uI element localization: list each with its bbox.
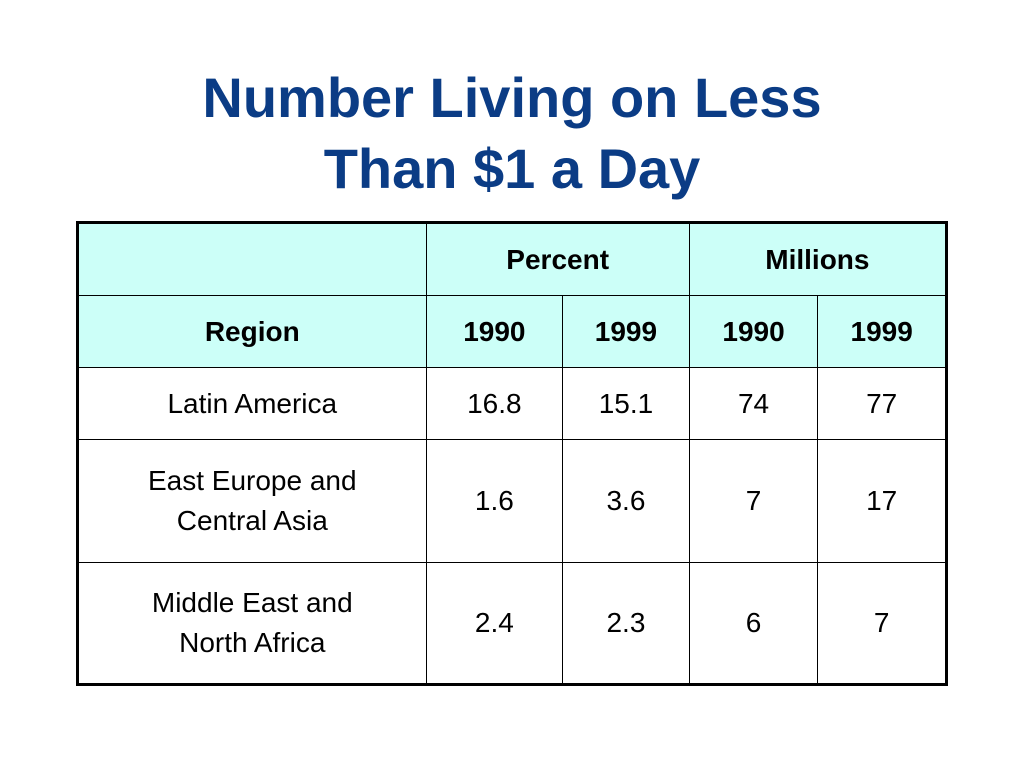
column-header-row: Region 1990 1999 1990 1999 xyxy=(77,295,947,368)
group-header-empty xyxy=(77,222,427,296)
value-cell: 77 xyxy=(817,367,947,440)
region-line-1: Middle East and xyxy=(151,587,353,618)
group-header-millions: Millions xyxy=(688,222,948,296)
value-cell: 3.6 xyxy=(562,439,690,563)
value-cell: 74 xyxy=(688,367,819,440)
region-line-1: East Europe and xyxy=(147,465,357,496)
table-row: Latin America 16.8 15.1 74 77 xyxy=(77,367,947,440)
title-line-2: Than $1 a Day xyxy=(323,137,701,200)
poverty-table: Percent Millions Region 1990 1999 1990 1… xyxy=(76,221,948,686)
slide-title: Number Living on Less Than $1 a Day xyxy=(0,62,1024,204)
value-cell: 15.1 xyxy=(562,367,690,440)
title-line-1: Number Living on Less xyxy=(202,66,822,129)
column-header-percent-1999: 1999 xyxy=(562,295,690,368)
region-line-2: Central Asia xyxy=(176,505,328,536)
region-cell: East Europe and Central Asia xyxy=(77,439,427,563)
value-cell: 2.3 xyxy=(562,562,690,685)
column-header-millions-1999: 1999 xyxy=(817,295,947,368)
region-cell: Middle East and North Africa xyxy=(77,562,427,685)
column-header-millions-1990: 1990 xyxy=(688,295,819,368)
column-header-region: Region xyxy=(77,295,427,368)
group-header-percent: Percent xyxy=(425,222,690,296)
value-cell: 1.6 xyxy=(425,439,564,563)
region-line-2: North Africa xyxy=(179,627,326,658)
group-header-row: Percent Millions xyxy=(77,222,948,296)
region-cell: Latin America xyxy=(77,367,427,440)
value-cell: 16.8 xyxy=(425,367,564,440)
value-cell: 7 xyxy=(817,562,947,685)
value-cell: 6 xyxy=(688,562,819,685)
value-cell: 17 xyxy=(817,439,947,563)
table-row: Middle East and North Africa 2.4 2.3 6 7 xyxy=(77,562,947,685)
value-cell: 7 xyxy=(688,439,819,563)
column-header-percent-1990: 1990 xyxy=(425,295,564,368)
table-row: East Europe and Central Asia 1.6 3.6 7 1… xyxy=(77,439,947,563)
value-cell: 2.4 xyxy=(425,562,564,685)
